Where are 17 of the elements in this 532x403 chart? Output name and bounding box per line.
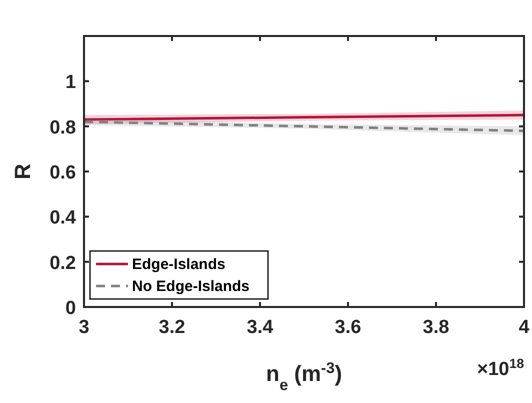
y-tick-label: 0.6: [50, 162, 76, 184]
text: ×10$^{18}$: [476, 356, 524, 380]
x-tick-label: 4: [518, 317, 530, 338]
legend-label: No Edge-Islands: [132, 278, 250, 295]
x-tick-label: 3: [78, 317, 90, 338]
y-tick-label: 0.8: [50, 117, 76, 138]
x-tick-label: 3.8: [422, 317, 450, 338]
y-tick-label: 1: [65, 72, 76, 94]
y-axis-title: R: [10, 163, 35, 180]
x-tick-label: 3.4: [246, 317, 274, 338]
x-tick-label: 3.6: [334, 317, 362, 338]
y-tick-label: 0.2: [50, 252, 76, 274]
y-tick-label: 0.4: [50, 208, 76, 229]
legend-label: Edge-Islands: [132, 256, 226, 273]
x-tick-label: 3.2: [158, 317, 186, 338]
y-tick-label: 0: [65, 298, 76, 319]
x-axis-title: n$_{e}$ (m$^{-3}$): [266, 360, 342, 394]
